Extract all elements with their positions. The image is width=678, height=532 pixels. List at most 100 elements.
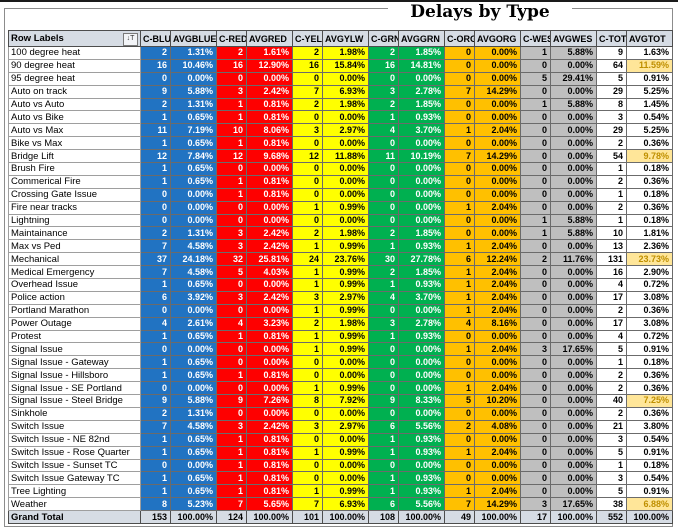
row-label[interactable]: Portland Marathon — [8, 303, 141, 318]
cell-avgblue[interactable]: 1.31% — [170, 226, 217, 241]
cell-c-org[interactable]: 0 — [444, 368, 475, 383]
cell-c-grn[interactable]: 0 — [368, 368, 399, 383]
cell-avgylw[interactable]: 0.00% — [322, 368, 369, 383]
cell-avgylw[interactable]: 0.00% — [322, 71, 369, 86]
cell-c-yel[interactable]: 3 — [292, 123, 323, 138]
cell-c-yel[interactable]: 3 — [292, 290, 323, 305]
cell-avgblue[interactable]: 0.00% — [170, 342, 217, 357]
cell-c-red[interactable]: 9 — [216, 394, 247, 408]
cell-c-red[interactable]: 4 — [216, 316, 247, 331]
cell-c-wes[interactable]: 1 — [520, 46, 551, 60]
cell-avgred[interactable]: 0.81% — [246, 471, 293, 486]
cell-avggrn[interactable]: 0.00% — [398, 342, 445, 357]
cell-avgylw[interactable]: 0.00% — [322, 110, 369, 125]
cell-avgwes[interactable]: 0.00% — [550, 368, 597, 383]
cell-avgblue[interactable]: 5.23% — [170, 497, 217, 512]
cell-c-red[interactable]: 5 — [216, 265, 247, 280]
cell-c-yel[interactable]: 1 — [292, 342, 323, 357]
cell-avgred[interactable]: 2.42% — [246, 226, 293, 241]
row-label[interactable]: Signal Issue - SE Portland — [8, 381, 141, 396]
cell-avgtot[interactable]: 3.08% — [626, 290, 673, 305]
cell-avgylw[interactable]: 0.99% — [322, 484, 369, 499]
cell-c-grn[interactable]: 1 — [368, 432, 399, 447]
cell-avgorg[interactable]: 2.04% — [474, 278, 521, 292]
cell-avgylw[interactable]: 2.97% — [322, 419, 369, 434]
cell-avgred[interactable]: 0.00% — [246, 278, 293, 292]
cell-c-blue[interactable]: 153 — [140, 510, 171, 524]
cell-avgblue[interactable]: 4.58% — [170, 239, 217, 254]
cell-avgorg[interactable]: 2.04% — [474, 123, 521, 138]
cell-c-blue[interactable]: 0 — [140, 303, 171, 318]
cell-c-org[interactable]: 0 — [444, 355, 475, 370]
cell-c-tot[interactable]: 21 — [596, 419, 627, 434]
cell-avgylw[interactable]: 0.00% — [322, 458, 369, 473]
cell-c-grn[interactable]: 1 — [368, 278, 399, 292]
cell-avgred[interactable]: 2.42% — [246, 419, 293, 434]
cell-c-yel[interactable]: 0 — [292, 136, 323, 151]
row-label[interactable]: Switch Issue - NE 82nd — [8, 432, 141, 447]
row-label[interactable]: Max vs Ped — [8, 239, 141, 254]
cell-c-red[interactable]: 124 — [216, 510, 247, 524]
cell-c-yel[interactable]: 1 — [292, 200, 323, 215]
cell-avgtot[interactable]: 6.88% — [626, 497, 673, 512]
cell-avgylw[interactable]: 0.99% — [322, 278, 369, 292]
cell-c-tot[interactable]: 2 — [596, 381, 627, 396]
cell-avgorg[interactable]: 0.00% — [474, 226, 521, 241]
cell-avggrn[interactable]: 8.33% — [398, 394, 445, 408]
cell-avgred[interactable]: 3.23% — [246, 316, 293, 331]
cell-avgtot[interactable]: 0.18% — [626, 355, 673, 370]
cell-avgwes[interactable]: 0.00% — [550, 316, 597, 331]
cell-avgred[interactable]: 0.00% — [246, 342, 293, 357]
cell-avggrn[interactable]: 27.78% — [398, 252, 445, 267]
row-label[interactable]: Auto vs Max — [8, 123, 141, 138]
cell-c-blue[interactable]: 1 — [140, 278, 171, 292]
cell-avgwes[interactable]: 0.00% — [550, 432, 597, 447]
cell-c-tot[interactable]: 13 — [596, 239, 627, 254]
cell-avgorg[interactable]: 14.29% — [474, 149, 521, 164]
cell-avgtot[interactable]: 2.90% — [626, 265, 673, 280]
row-label[interactable]: Power Outage — [8, 316, 141, 331]
cell-avgblue[interactable]: 0.65% — [170, 432, 217, 447]
cell-avgred[interactable]: 0.81% — [246, 97, 293, 112]
cell-avgtot[interactable]: 0.36% — [626, 368, 673, 383]
cell-c-yel[interactable]: 2 — [292, 97, 323, 112]
row-label[interactable]: 100 degree heat — [8, 46, 141, 60]
cell-avgblue[interactable]: 0.00% — [170, 71, 217, 86]
cell-c-red[interactable]: 1 — [216, 174, 247, 189]
cell-c-red[interactable]: 32 — [216, 252, 247, 267]
cell-c-org[interactable]: 6 — [444, 252, 475, 267]
cell-c-tot[interactable]: 552 — [596, 510, 627, 524]
cell-c-yel[interactable]: 2 — [292, 226, 323, 241]
cell-avgtot[interactable]: 1.45% — [626, 97, 673, 112]
cell-avgred[interactable]: 0.00% — [246, 162, 293, 176]
cell-avgwes[interactable]: 0.00% — [550, 265, 597, 280]
cell-c-yel[interactable]: 101 — [292, 510, 323, 524]
cell-c-tot[interactable]: 2 — [596, 136, 627, 151]
cell-c-yel[interactable]: 0 — [292, 187, 323, 202]
cell-avgorg[interactable]: 2.04% — [474, 303, 521, 318]
row-label[interactable]: Medical Emergency — [8, 265, 141, 280]
cell-c-blue[interactable]: 1 — [140, 432, 171, 447]
cell-avggrn[interactable]: 0.00% — [398, 406, 445, 421]
cell-avgtot[interactable]: 0.36% — [626, 381, 673, 396]
cell-avgylw[interactable]: 15.84% — [322, 58, 369, 73]
cell-c-red[interactable]: 0 — [216, 162, 247, 176]
cell-c-red[interactable]: 1 — [216, 471, 247, 486]
cell-avgtot[interactable]: 3.80% — [626, 419, 673, 434]
cell-c-yel[interactable]: 0 — [292, 471, 323, 486]
cell-avgtot[interactable]: 0.36% — [626, 200, 673, 215]
cell-avggrn[interactable]: 3.70% — [398, 123, 445, 138]
cell-c-org[interactable]: 0 — [444, 406, 475, 421]
cell-c-blue[interactable]: 0 — [140, 71, 171, 86]
cell-avgorg[interactable]: 8.16% — [474, 316, 521, 331]
cell-avgtot[interactable]: 5.25% — [626, 84, 673, 99]
cell-avgblue[interactable]: 5.88% — [170, 394, 217, 408]
cell-avgblue[interactable]: 0.65% — [170, 445, 217, 460]
cell-c-wes[interactable]: 0 — [520, 355, 551, 370]
cell-c-red[interactable]: 2 — [216, 46, 247, 60]
cell-c-blue[interactable]: 6 — [140, 290, 171, 305]
cell-c-wes[interactable]: 0 — [520, 329, 551, 344]
cell-c-red[interactable]: 3 — [216, 419, 247, 434]
cell-avgred[interactable]: 100.00% — [246, 510, 293, 524]
cell-avgred[interactable]: 0.81% — [246, 445, 293, 460]
